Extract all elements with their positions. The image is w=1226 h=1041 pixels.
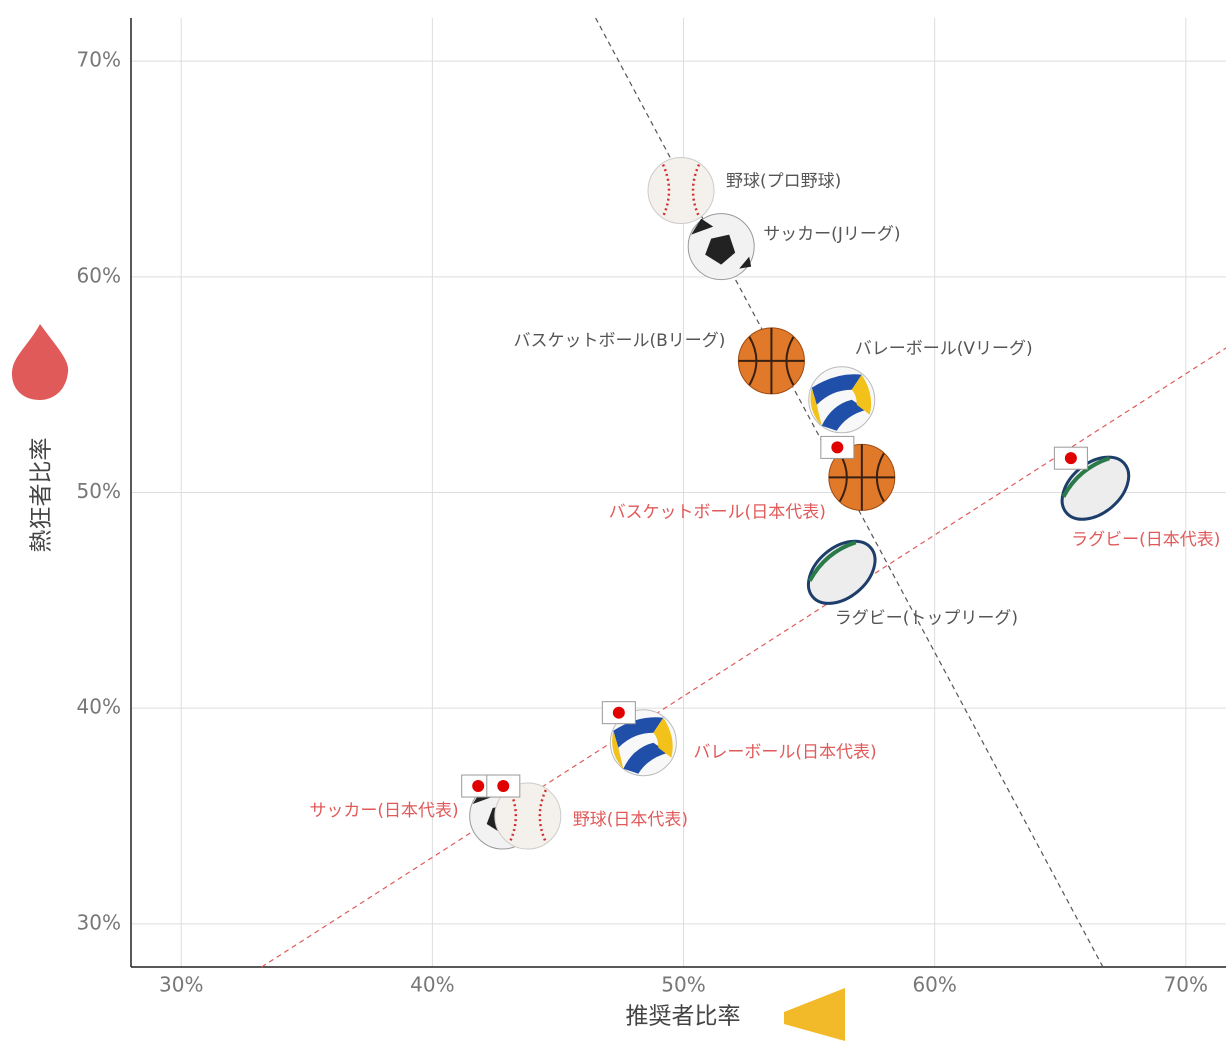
x-tick-label: 40% (410, 973, 454, 997)
point-label: サッカー(日本代表) (309, 801, 458, 821)
point (494, 782, 562, 850)
panel (810, 374, 872, 426)
stripe (808, 540, 857, 582)
point (828, 443, 896, 511)
x-tick-label: 30% (159, 973, 203, 997)
panel (691, 218, 752, 269)
point-label: サッカー(Jリーグ) (763, 225, 900, 245)
point-label: バスケットボール(日本代表) (609, 502, 826, 522)
panel (612, 717, 673, 769)
stripe (1061, 456, 1111, 498)
x-tick-label: 60% (912, 973, 956, 997)
point-label: ラグビー(日本代表) (1071, 530, 1220, 550)
point (1060, 455, 1131, 521)
y-axis-title: 熱狂者比率 (29, 438, 55, 553)
seam (661, 164, 701, 218)
y-tick-label: 40% (77, 695, 121, 719)
point (806, 539, 877, 605)
point-label: 野球(日本代表) (573, 810, 688, 830)
flag-sun (472, 780, 485, 793)
y-tick-label: 70% (77, 48, 121, 72)
point (687, 213, 755, 281)
panel (811, 374, 867, 431)
point-label: バレーボール(日本代表) (693, 743, 876, 763)
seam (738, 327, 805, 394)
flag-sun (1064, 452, 1077, 465)
flag-sun (612, 706, 625, 719)
ball (647, 157, 715, 225)
seam (508, 789, 547, 843)
flame-icon (11, 324, 69, 400)
y-tick-label: 60% (77, 263, 121, 287)
point (808, 366, 876, 434)
ball (806, 539, 877, 605)
point (647, 157, 715, 225)
x-axis-title: 推奨者比率 (626, 1004, 741, 1030)
x-tick-label: 70% (1164, 973, 1208, 997)
megaphone-icon (784, 988, 845, 1041)
ball (494, 782, 562, 850)
flag-sun (831, 441, 844, 454)
seam (828, 444, 895, 511)
point-label: ラグビー(トップリーグ) (835, 608, 1018, 628)
ball (1060, 455, 1131, 521)
point-label: 野球(プロ野球) (726, 172, 841, 192)
flag-sun (497, 780, 510, 793)
point (609, 709, 677, 777)
panel (613, 717, 669, 774)
x-tick-label: 50% (661, 973, 705, 997)
y-tick-label: 50% (77, 479, 121, 503)
trend-line (261, 347, 1226, 968)
point-label: バスケットボール(Bリーグ) (513, 331, 725, 351)
ball-body (806, 539, 877, 605)
point-label: バレーボール(Vリーグ) (855, 339, 1033, 359)
point (737, 327, 805, 395)
y-tick-label: 30% (77, 910, 121, 934)
